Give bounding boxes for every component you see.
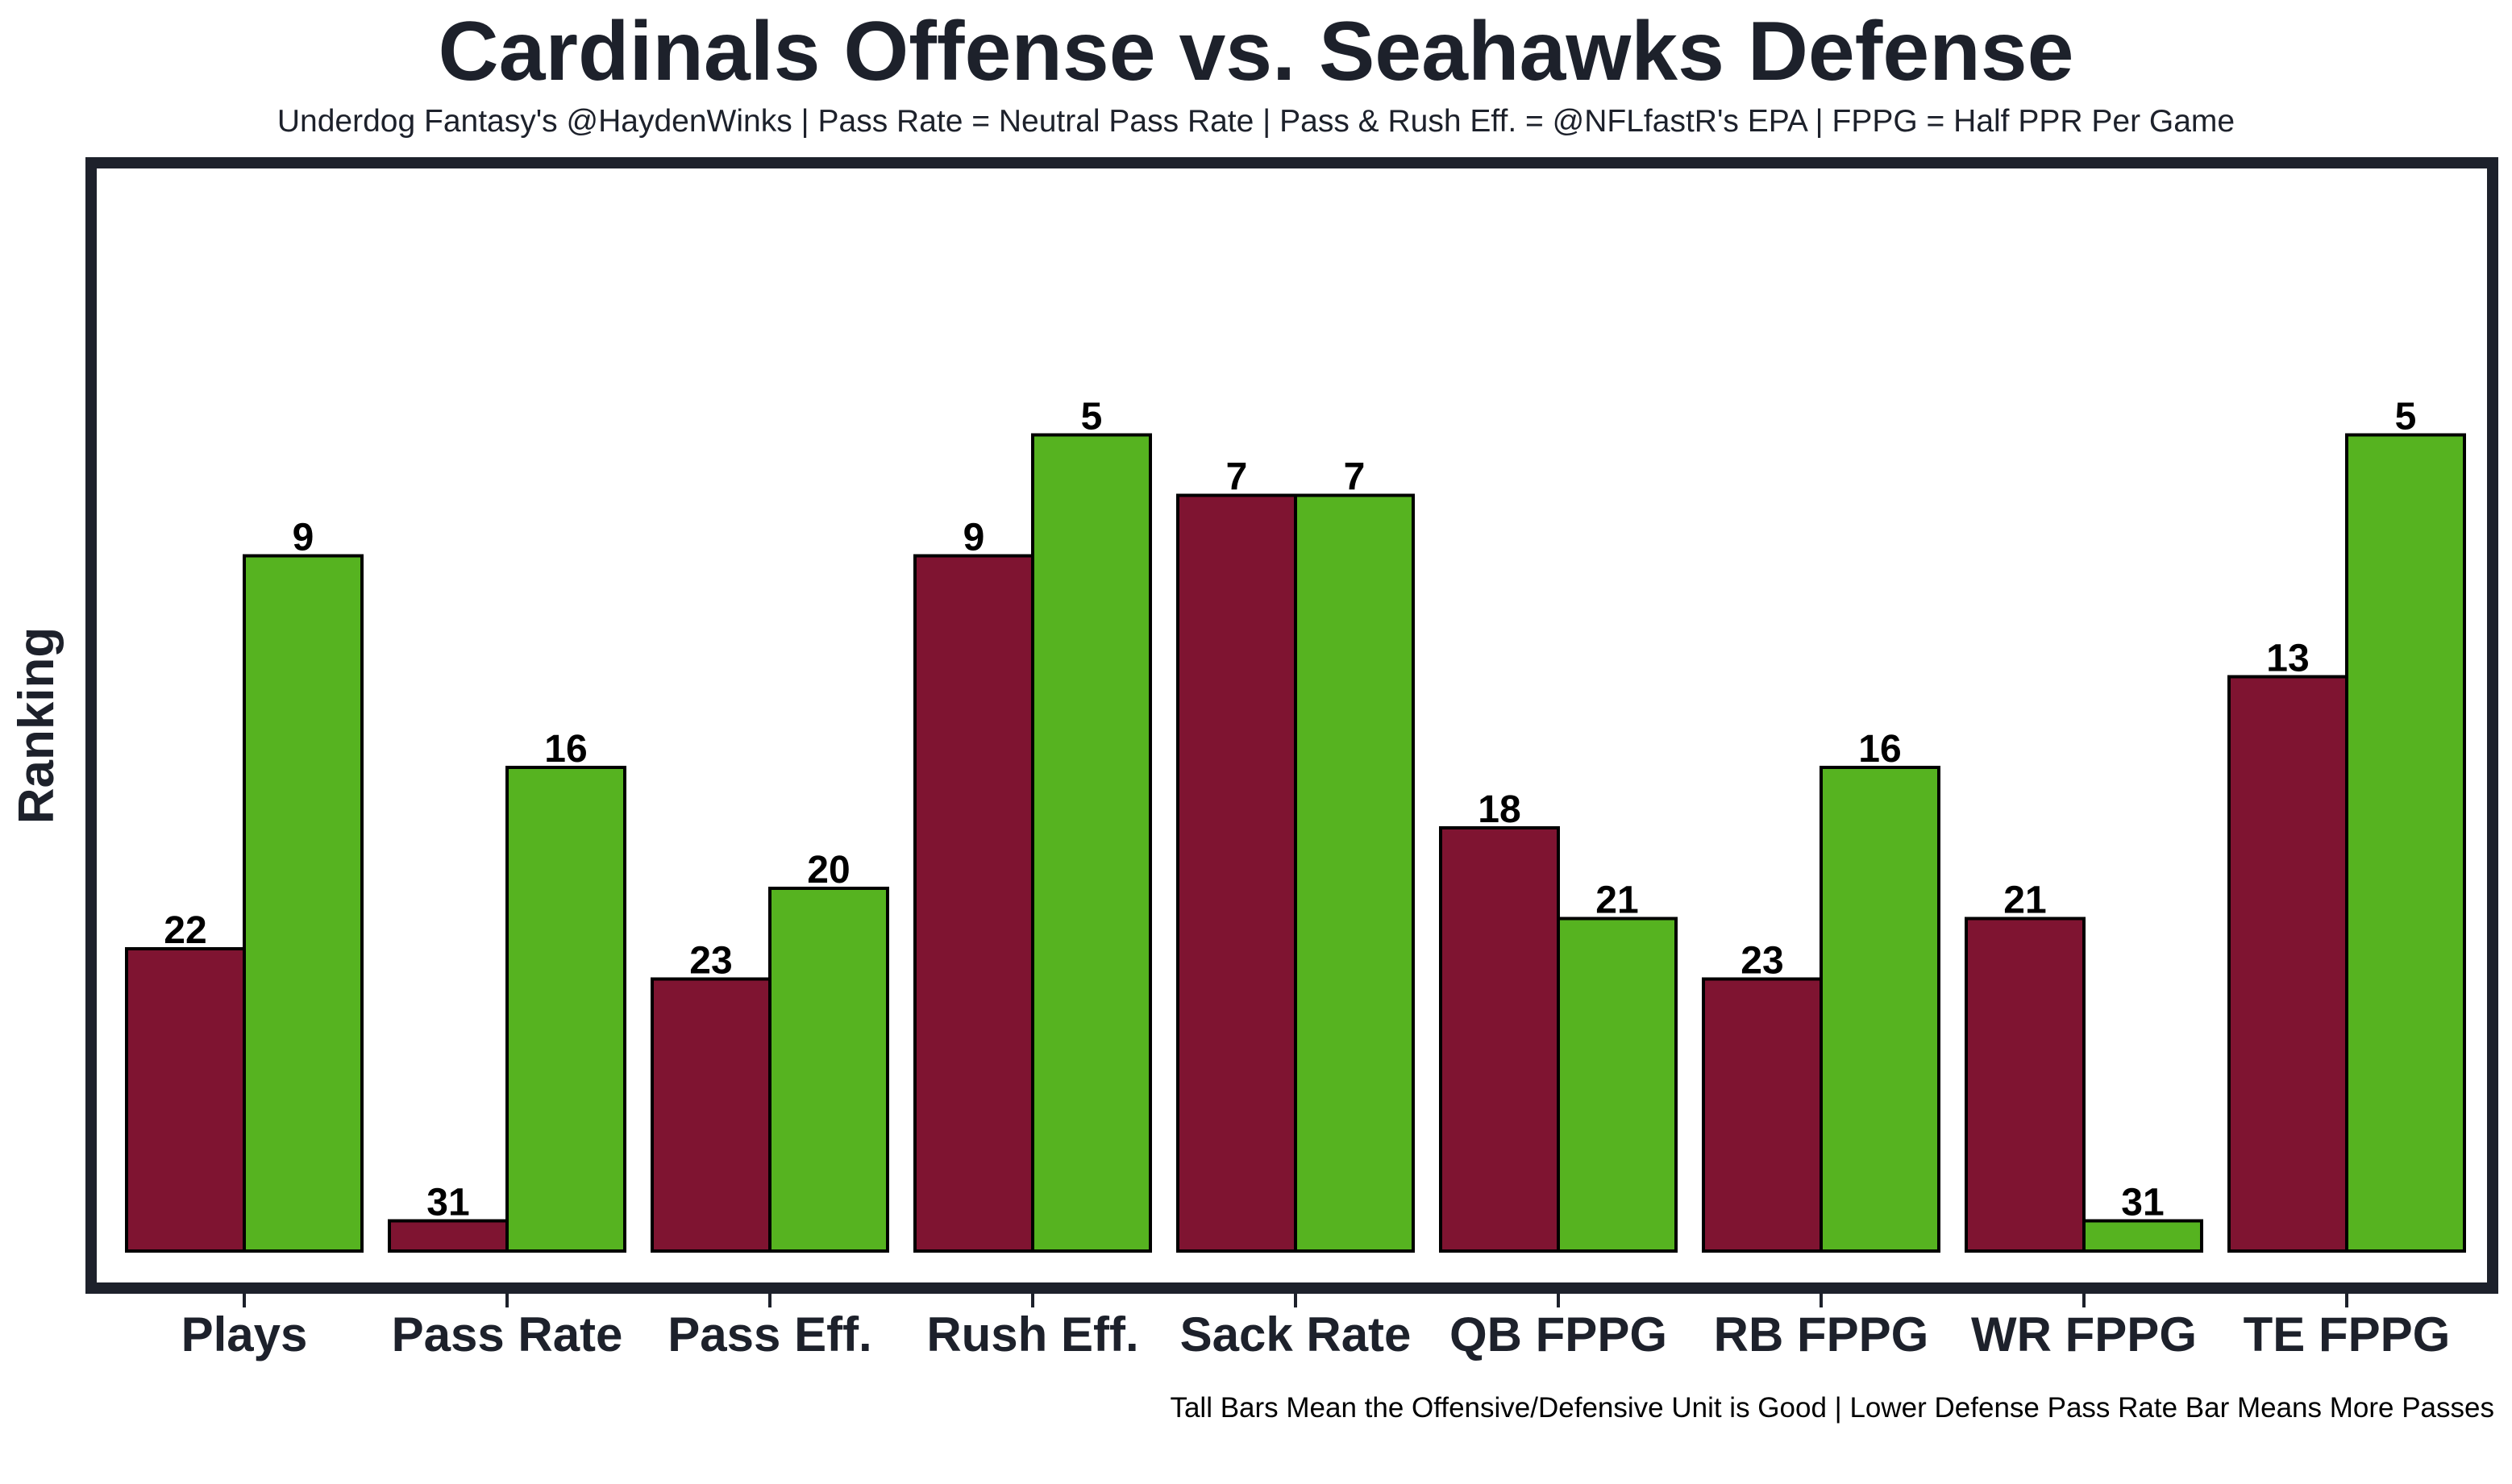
value-label-defense-wr-fppg: 31 [2121,1182,2164,1224]
bars-layer [127,435,2464,1252]
bar-defense-qb-fppg [1558,919,1676,1252]
x-tick-label-plays: Plays [181,1307,308,1361]
chart-footer-note: Tall Bars Mean the Offensive/Defensive U… [1170,1390,2494,1427]
x-tick-label-pass-eff: Pass Eff. [668,1307,871,1361]
value-label-defense-pass-rate: 16 [544,728,587,771]
value-label-offense-pass-eff: 23 [689,940,732,983]
bar-offense-rush-eff [915,556,1033,1252]
bar-defense-rb-fppg [1821,767,1939,1251]
bar-defense-pass-eff [770,888,888,1251]
bar-offense-pass-rate [389,1221,507,1252]
x-tick-label-pass-rate: Pass Rate [392,1307,623,1361]
bar-offense-te-fppg [2229,677,2347,1252]
value-label-offense-qb-fppg: 18 [1478,788,1520,831]
bar-offense-rb-fppg [1703,979,1821,1252]
bar-defense-wr-fppg [2084,1221,2202,1252]
x-tick-label-te-fppg: TE FPPG [2244,1307,2451,1361]
bar-offense-wr-fppg [1966,919,2084,1252]
value-label-defense-sack-rate: 7 [1344,456,1366,499]
value-label-offense-pass-rate: 31 [426,1182,469,1224]
bar-defense-plays [244,556,362,1252]
value-label-defense-pass-eff: 20 [807,849,850,892]
x-tick-label-rush-eff: Rush Eff. [926,1307,1138,1361]
x-tick-label-qb-fppg: QB FPPG [1449,1307,1667,1361]
value-label-defense-rush-eff: 5 [1081,396,1103,439]
value-label-defense-qb-fppg: 21 [1595,879,1638,922]
x-tick-label-sack-rate: Sack Rate [1180,1307,1412,1361]
value-label-defense-rb-fppg: 16 [1858,728,1901,771]
value-label-offense-rush-eff: 9 [963,517,985,559]
x-tick-label-wr-fppg: WR FPPG [1971,1307,2197,1361]
value-label-offense-rb-fppg: 23 [1741,940,1783,983]
value-label-offense-plays: 22 [164,909,206,952]
value-label-offense-te-fppg: 13 [2266,638,2309,680]
bar-chart: 22 9 31 16 23 20 9 5 7 7 18 21 23 16 21 31 13 5 Plays Pass… [0,0,2512,1484]
y-axis-label: Ranking [9,627,64,825]
bar-defense-pass-rate [507,767,625,1251]
bar-offense-plays [127,949,244,1251]
x-axis: Plays Pass Rate Pass Eff. Rush Eff. Sack Rat… [181,1294,2451,1361]
value-label-defense-te-fppg: 5 [2395,396,2417,439]
x-tick-label-rb-fppg: RB FPPG [1714,1307,1929,1361]
bar-offense-qb-fppg [1441,828,1558,1251]
value-label-offense-sack-rate: 7 [1226,456,1248,499]
bar-defense-te-fppg [2347,435,2464,1252]
bar-offense-pass-eff [652,979,770,1252]
bar-offense-sack-rate [1178,496,1296,1252]
value-label-defense-plays: 9 [293,517,314,559]
bar-defense-rush-eff [1033,435,1150,1252]
value-label-offense-wr-fppg: 21 [2003,879,2046,922]
bar-defense-sack-rate [1296,496,1413,1252]
